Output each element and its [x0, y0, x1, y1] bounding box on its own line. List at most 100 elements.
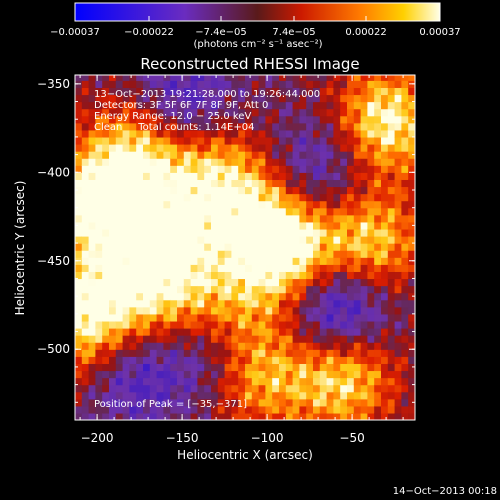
heatmap-cell	[367, 349, 375, 357]
heatmap-cell	[340, 115, 348, 124]
heatmap-cell	[340, 172, 348, 180]
heatmap-cell	[109, 342, 117, 350]
heatmap-cell	[394, 129, 402, 138]
heatmap-cell	[122, 186, 130, 195]
heatmap-cell	[149, 186, 158, 195]
heatmap-cell	[231, 243, 239, 251]
heatmap-cell	[149, 236, 158, 244]
heatmap-cell	[374, 320, 382, 329]
heatmap-cell	[238, 264, 246, 272]
heatmap-cell	[353, 335, 362, 343]
heatmap-cell	[156, 412, 164, 420]
heatmap-cell	[245, 136, 253, 145]
heatmap-cell	[197, 122, 205, 131]
heatmap-cell	[115, 271, 124, 280]
heatmap-cell	[319, 158, 328, 166]
heatmap-cell	[381, 151, 389, 159]
heatmap-cell	[360, 214, 368, 223]
heatmap-cell	[163, 335, 171, 343]
heatmap-cell	[197, 228, 205, 237]
heatmap-cell	[299, 328, 307, 336]
heatmap-cell	[102, 384, 110, 393]
heatmap-cell	[394, 186, 402, 195]
heatmap-cell	[149, 320, 158, 329]
heatmap-cell	[129, 398, 137, 407]
heatmap-cell	[347, 356, 355, 364]
heatmap-cell	[408, 292, 415, 301]
heatmap-cell	[360, 186, 368, 195]
heatmap-cell	[285, 306, 294, 315]
heatmap-cell	[326, 236, 334, 244]
heatmap-cell	[129, 179, 137, 188]
heatmap-cell	[88, 342, 96, 350]
heatmap-cell	[217, 391, 226, 400]
heatmap-cell	[163, 278, 171, 287]
heatmap-cell	[109, 243, 117, 251]
heatmap-cell	[374, 328, 382, 336]
heatmap-cell	[115, 278, 124, 287]
heatmap-cell	[224, 306, 232, 315]
heatmap-cell	[258, 349, 266, 357]
heatmap-cell	[387, 363, 396, 372]
heatmap-cell	[353, 264, 362, 272]
heatmap-cell	[408, 228, 415, 237]
heatmap-cell	[231, 356, 239, 364]
heatmap-cell	[251, 207, 260, 216]
heatmap-cell	[347, 221, 355, 230]
heatmap-cell	[381, 122, 389, 131]
heatmap-cell	[285, 328, 294, 336]
heatmap-cell	[340, 412, 348, 420]
heatmap-cell	[258, 179, 266, 188]
heatmap-cell	[374, 108, 382, 117]
heatmap-cell	[129, 250, 137, 258]
heatmap-cell	[136, 186, 144, 195]
heatmap-cell	[231, 186, 239, 195]
heatmap-cell	[156, 193, 164, 202]
heatmap-cell	[408, 349, 415, 357]
heatmap-cell	[245, 214, 253, 223]
heatmap-cell	[109, 165, 117, 173]
heatmap-cell	[115, 250, 124, 258]
heatmap-cell	[326, 377, 334, 386]
heatmap-cell	[374, 151, 382, 159]
heatmap-cell	[109, 87, 117, 96]
heatmap-cell	[115, 391, 124, 400]
heatmap-cell	[170, 328, 178, 336]
heatmap-cell	[88, 165, 96, 173]
heatmap-cell	[190, 313, 198, 322]
heatmap-cell	[129, 328, 137, 336]
heatmap-cell	[149, 75, 158, 81]
heatmap-cell	[333, 214, 341, 223]
heatmap-cell	[333, 236, 341, 244]
heatmap-cell	[238, 172, 246, 180]
heatmap-cell	[401, 335, 409, 343]
heatmap-cell	[122, 214, 130, 223]
heatmap-cell	[95, 75, 103, 81]
heatmap-cell	[197, 101, 205, 110]
heatmap-cell	[306, 363, 314, 372]
heatmap-cell	[285, 257, 294, 265]
heatmap-cell	[231, 349, 239, 357]
heatmap-cell	[177, 370, 185, 379]
heatmap-cell	[183, 243, 192, 251]
heatmap-cell	[313, 165, 321, 173]
heatmap-cell	[387, 236, 396, 244]
heatmap-cell	[211, 313, 219, 322]
heatmap-cell	[265, 94, 273, 103]
heatmap-cell	[353, 80, 362, 88]
heatmap-cell	[245, 313, 253, 322]
heatmap-cell	[313, 94, 321, 103]
heatmap-cell	[149, 122, 158, 131]
heatmap-cell	[115, 257, 124, 265]
heatmap-cell	[149, 108, 158, 117]
heatmap-cell	[374, 370, 382, 379]
heatmap-cell	[285, 221, 294, 230]
heatmap-cell	[197, 158, 205, 166]
heatmap-cell	[231, 228, 239, 237]
heatmap-cell	[279, 384, 287, 393]
heatmap-cell	[75, 299, 83, 308]
heatmap-cell	[156, 165, 164, 173]
heatmap-cell	[170, 179, 178, 188]
heatmap-cell	[272, 115, 280, 124]
heatmap-cell	[102, 75, 110, 81]
